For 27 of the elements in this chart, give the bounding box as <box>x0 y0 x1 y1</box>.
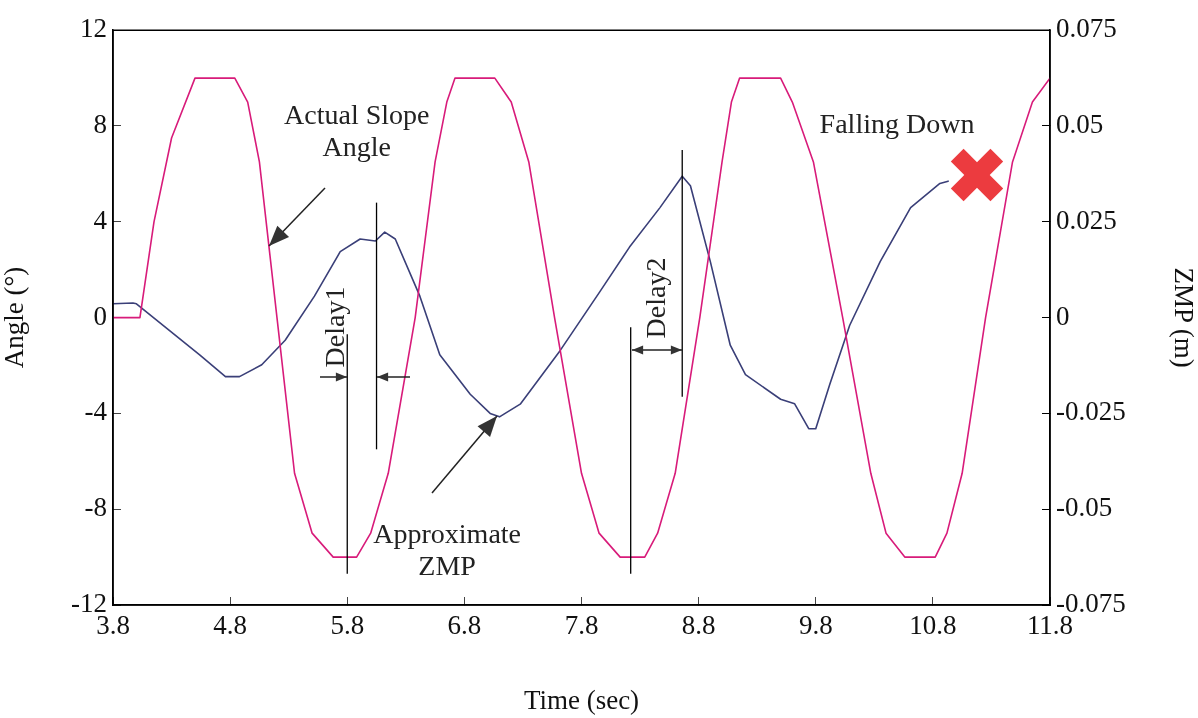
x-tick-label: 7.8 <box>564 610 599 641</box>
y-tick-label: -4 <box>84 396 108 427</box>
y2-tick-label: 0 <box>1056 300 1070 331</box>
annotation: Delay1 <box>319 287 352 368</box>
x-axis-title: Time (sec) <box>523 684 640 715</box>
y-axis-title: Angle (°) <box>0 266 30 369</box>
y2-tick-label: 0.075 <box>1056 13 1117 44</box>
y2-tick-label: -0.025 <box>1056 396 1126 427</box>
y2-tick-label: 0.05 <box>1056 109 1104 140</box>
y2-tick-label: -0.05 <box>1056 492 1113 523</box>
x-tick-label: 9.8 <box>798 610 833 641</box>
y-tick-label: 12 <box>80 13 107 44</box>
x-tick-label: 10.8 <box>909 610 957 641</box>
annotation: Delay2 <box>640 257 672 339</box>
annotation: Actual Slope Angle <box>283 98 431 163</box>
y-tick-label: -8 <box>84 492 107 523</box>
annotation: Falling Down <box>818 108 976 140</box>
y2-tick-label: 0.025 <box>1056 204 1117 235</box>
x-tick-label: 6.8 <box>447 610 482 641</box>
y2-axis-title: ZMP (m) <box>1168 267 1198 368</box>
x-tick-label: 8.8 <box>681 610 716 641</box>
y-tick-label: 0 <box>93 300 107 331</box>
x-tick-label: 4.8 <box>213 610 247 641</box>
annotation: Approximate ZMP <box>372 517 523 582</box>
x-tick-label: 5.8 <box>330 610 365 641</box>
y-tick-label: 8 <box>93 109 107 140</box>
y-tick-label: 4 <box>93 204 108 235</box>
